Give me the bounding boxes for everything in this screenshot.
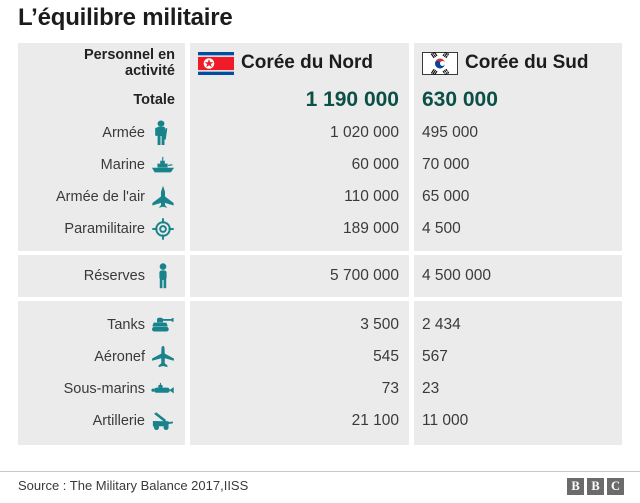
values-nk-equipment: 3 500 545 73 21 100 bbox=[190, 301, 409, 445]
value-nk-artillerie: 21 100 bbox=[351, 412, 399, 429]
values-nk-reserves: 5 700 000 bbox=[190, 255, 409, 297]
label-text: Sous-marins bbox=[63, 381, 145, 397]
values-nk-active-personnel: 1 190 000 1 020 000 60 000 110 000 189 0… bbox=[190, 83, 409, 251]
label-text: Tanks bbox=[107, 317, 145, 333]
values-sk-equipment: 2 434 567 23 11 000 bbox=[414, 301, 622, 445]
header-label-cell: Personnel en activité bbox=[18, 43, 185, 83]
value-nk-armee: 1 020 000 bbox=[330, 124, 399, 141]
row-label-tanks: Tanks bbox=[18, 309, 185, 341]
label-text: Aéronef bbox=[94, 349, 145, 365]
band-equipment: Tanks Aéronef bbox=[18, 301, 622, 445]
row-label-totale: Totale bbox=[18, 83, 185, 117]
table-header-band: Personnel en activité Corée du Nord bbox=[18, 43, 622, 83]
label-text: Paramilitaire bbox=[64, 221, 145, 237]
comparison-table: Personnel en activité Corée du Nord bbox=[18, 43, 622, 445]
label-text: Réserves bbox=[83, 268, 145, 284]
soldier-icon bbox=[151, 120, 175, 146]
active-personnel-header: Personnel en activité bbox=[18, 43, 185, 83]
band-active-personnel: Totale Armée bbox=[18, 83, 622, 251]
band-reserves: Réserves 5 700 000 4 500 000 bbox=[18, 255, 622, 297]
header-label-line1: Personnel en bbox=[83, 46, 175, 63]
bbc-logo-letter-2: B bbox=[587, 478, 604, 495]
row-label-marine: Marine bbox=[18, 149, 185, 181]
south-korea-flag-icon bbox=[422, 51, 458, 75]
label-text: Artillerie bbox=[92, 413, 145, 429]
value-sk-totale: 630 000 bbox=[422, 88, 498, 111]
values-sk-active-personnel: 630 000 495 000 70 000 65 000 4 500 bbox=[414, 83, 622, 251]
source-text: Source : The Military Balance 2017,IISS bbox=[18, 478, 249, 493]
row-label-reserves: Réserves bbox=[18, 255, 185, 297]
value-sk-artillerie: 11 000 bbox=[422, 412, 469, 429]
row-label-armee: Armée bbox=[18, 117, 185, 149]
value-sk-reserves: 4 500 000 bbox=[422, 267, 491, 284]
artillery-icon bbox=[151, 408, 175, 434]
value-sk-armee: 495 000 bbox=[422, 124, 479, 141]
bbc-logo: B B C bbox=[567, 478, 624, 495]
value-sk-paramilitaire: 4 500 bbox=[422, 220, 461, 237]
label-text: Totale bbox=[133, 92, 175, 108]
label-text: Marine bbox=[100, 157, 145, 173]
value-sk-sous-marins: 23 bbox=[422, 380, 440, 397]
value-nk-reserves: 5 700 000 bbox=[330, 267, 399, 284]
header-label-line2: activité bbox=[125, 63, 175, 79]
row-label-aeronef: Aéronef bbox=[18, 341, 185, 373]
fighter-jet-icon bbox=[151, 184, 175, 210]
header-north-korea-cell: Corée du Nord bbox=[190, 43, 409, 83]
header-south-korea-cell: Corée du Sud bbox=[414, 43, 622, 83]
labels-reserves: Réserves bbox=[18, 255, 185, 297]
row-label-artillerie: Artillerie bbox=[18, 405, 185, 437]
row-label-sous-marins: Sous-marins bbox=[18, 373, 185, 405]
row-label-armee-de-lair: Armée de l'air bbox=[18, 181, 185, 213]
aircraft-icon bbox=[151, 344, 175, 370]
south-korea-header: Corée du Sud bbox=[414, 43, 622, 83]
south-korea-label: Corée du Sud bbox=[465, 52, 589, 73]
submarine-icon bbox=[151, 376, 175, 402]
warship-icon bbox=[151, 152, 175, 178]
tank-icon bbox=[151, 312, 175, 338]
values-sk-reserves: 4 500 000 bbox=[414, 255, 622, 297]
value-nk-sous-marins: 73 bbox=[381, 380, 399, 397]
value-nk-paramilitaire: 189 000 bbox=[342, 220, 399, 237]
footer-divider bbox=[0, 471, 640, 472]
north-korea-label: Corée du Nord bbox=[241, 52, 373, 73]
value-sk-marine: 70 000 bbox=[422, 156, 470, 173]
value-nk-totale: 1 190 000 bbox=[305, 88, 399, 111]
value-sk-armee-de-lair: 65 000 bbox=[422, 188, 470, 205]
value-sk-aeronef: 567 bbox=[422, 348, 448, 365]
labels-active-personnel: Totale Armée bbox=[18, 83, 185, 251]
bbc-logo-letter-1: B bbox=[567, 478, 584, 495]
value-sk-tanks: 2 434 bbox=[422, 316, 461, 333]
person-icon bbox=[151, 263, 175, 289]
north-korea-header: Corée du Nord bbox=[190, 43, 409, 83]
value-nk-armee-de-lair: 110 000 bbox=[344, 188, 399, 205]
label-text: Armée bbox=[102, 125, 145, 141]
value-nk-tanks: 3 500 bbox=[360, 316, 399, 333]
labels-equipment: Tanks Aéronef bbox=[18, 301, 185, 445]
page-title: L’équilibre militaire bbox=[18, 4, 233, 31]
value-nk-marine: 60 000 bbox=[351, 156, 399, 173]
bbc-logo-letter-3: C bbox=[607, 478, 624, 495]
north-korea-flag-icon bbox=[198, 51, 234, 75]
value-nk-aeronef: 545 bbox=[373, 348, 399, 365]
crosshair-icon bbox=[151, 216, 175, 242]
label-text: Armée de l'air bbox=[56, 189, 145, 205]
row-label-paramilitaire: Paramilitaire bbox=[18, 213, 185, 245]
